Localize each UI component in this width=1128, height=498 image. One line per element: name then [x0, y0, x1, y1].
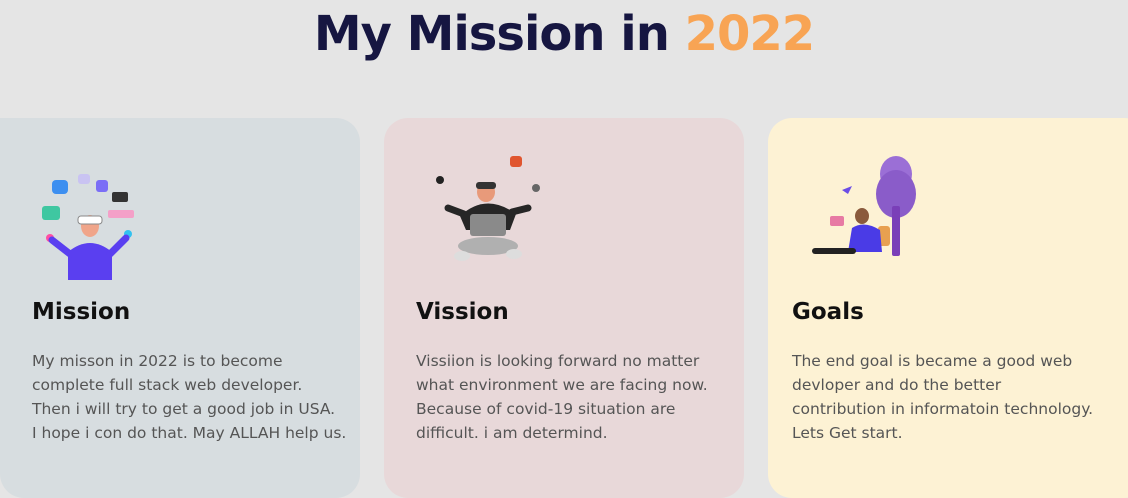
goals-heading: Goals — [792, 299, 864, 325]
vision-text: Vissiion is looking forward no matter wh… — [416, 349, 708, 445]
goals-text-line: The end goal is became a good web — [792, 352, 1073, 370]
goals-text: The end goal is became a good web devlop… — [792, 349, 1093, 445]
goals-card: Goals The end goal is became a good web … — [768, 118, 1128, 498]
vr-laptop-illustration — [434, 152, 544, 268]
vision-text-line: difficult. i am determind. — [416, 424, 608, 442]
vision-text-line: Vissiion is looking forward no matter — [416, 352, 700, 370]
vision-card: Vission Vissiion is looking forward no m… — [384, 118, 744, 498]
reading-under-tree-illustration — [808, 146, 920, 258]
title-year: 2022 — [684, 6, 816, 62]
mission-text-line: Then i will try to get a good job in USA… — [32, 400, 336, 418]
goals-text-line: contribution in informatoin technology. — [792, 400, 1094, 418]
mission-text-line: My misson in 2022 is to become — [32, 352, 283, 370]
goals-text-line: Lets Get start. — [792, 424, 903, 442]
mission-text-line: I hope i con do that. May ALLAH help us. — [32, 424, 347, 442]
mission-heading: Mission — [32, 299, 131, 325]
mission-card: Mission My misson in 2022 is to become c… — [0, 118, 360, 498]
mission-text: My misson in 2022 is to become complete … — [32, 349, 346, 445]
goals-text-line: devloper and do the better — [792, 376, 1002, 394]
vr-juggler-illustration — [38, 168, 138, 280]
vision-text-line: Because of covid-19 situation are — [416, 400, 676, 418]
title-text: My Mission in — [313, 6, 670, 62]
vision-text-line: what environment we are facing now. — [416, 376, 708, 394]
mission-text-line: complete full stack web developer. — [32, 376, 303, 394]
vision-heading: Vission — [416, 299, 509, 325]
page-title: My Mission in 2022 — [0, 6, 1128, 62]
